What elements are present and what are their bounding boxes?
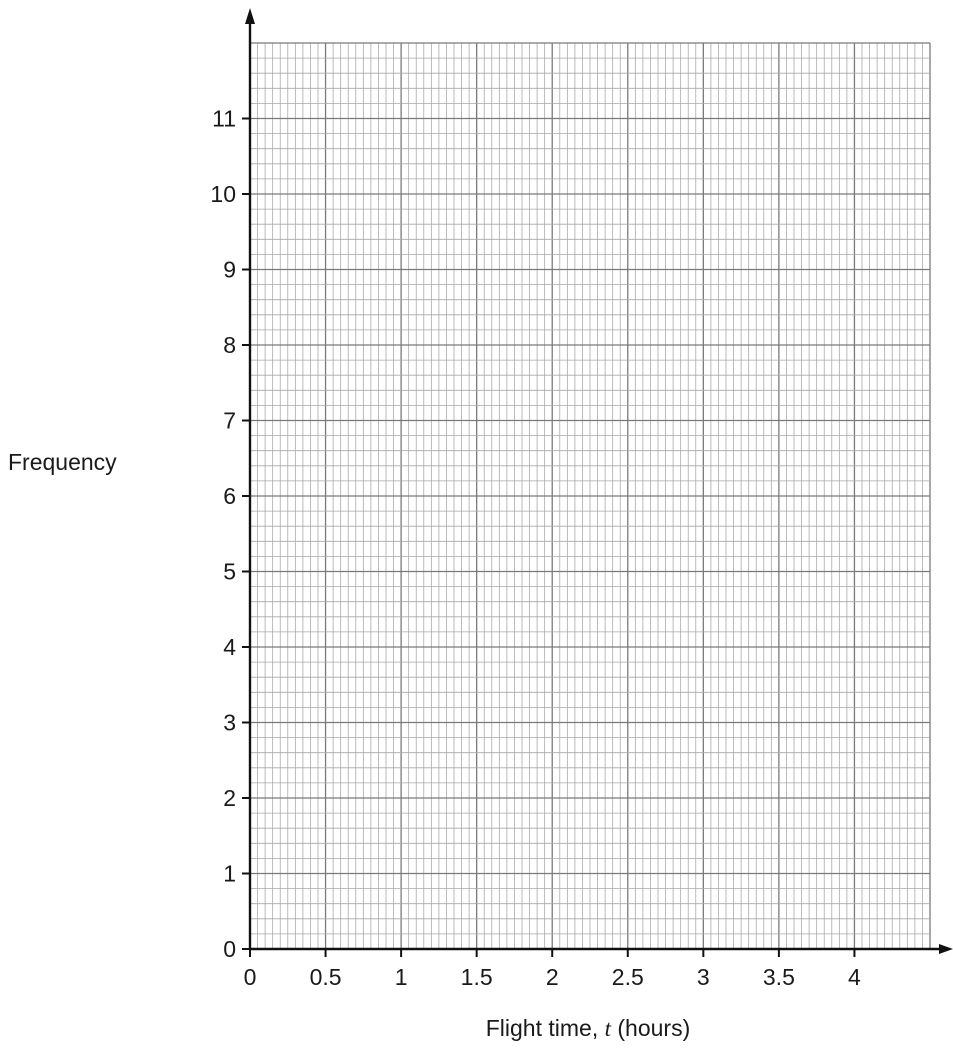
y-axis-title: Frequency [8, 449, 117, 475]
axes [245, 8, 953, 954]
y-tick-label: 4 [223, 634, 236, 660]
x-tick-label: 3 [697, 964, 710, 990]
x-tick-label: 1.5 [461, 964, 493, 990]
y-tick-label: 2 [223, 785, 236, 811]
y-tick-label: 9 [223, 257, 236, 283]
y-tick-label: 6 [223, 483, 236, 509]
x-tick-label: 1 [395, 964, 408, 990]
x-axis-title-suffix: (hours) [611, 1015, 690, 1041]
x-tick-label: 3.5 [763, 964, 795, 990]
x-axis-arrowhead [939, 944, 953, 954]
x-tick-label: 0.5 [310, 964, 342, 990]
y-tick-label: 8 [223, 332, 236, 358]
x-tick-label: 4 [848, 964, 861, 990]
graph-paper-grid [249, 42, 931, 950]
y-tick-label: 11 [212, 106, 236, 132]
x-axis-title: Flight time, t (hours) [486, 1015, 691, 1041]
y-tick-label: 0 [223, 936, 236, 962]
y-axis-arrowhead [245, 8, 255, 24]
x-tick-label: 0 [244, 964, 257, 990]
x-axis-title-variable: t [605, 1016, 612, 1041]
y-tick-label: 1 [223, 861, 236, 887]
y-tick-label: 3 [223, 710, 236, 736]
tick-labels: 0 1 2 3 4 5 6 7 8 9 10 11 0 0.5 1 1.5 2 2.5 3 3.5 4 [210, 106, 861, 991]
x-tick-label: 2 [546, 964, 559, 990]
x-tick-label: 2.5 [612, 964, 644, 990]
x-axis-title-prefix: Flight time, [486, 1015, 605, 1041]
y-tick-label: 10 [210, 181, 236, 207]
y-tick-label: 5 [223, 559, 236, 585]
y-tick-label: 7 [223, 408, 236, 434]
